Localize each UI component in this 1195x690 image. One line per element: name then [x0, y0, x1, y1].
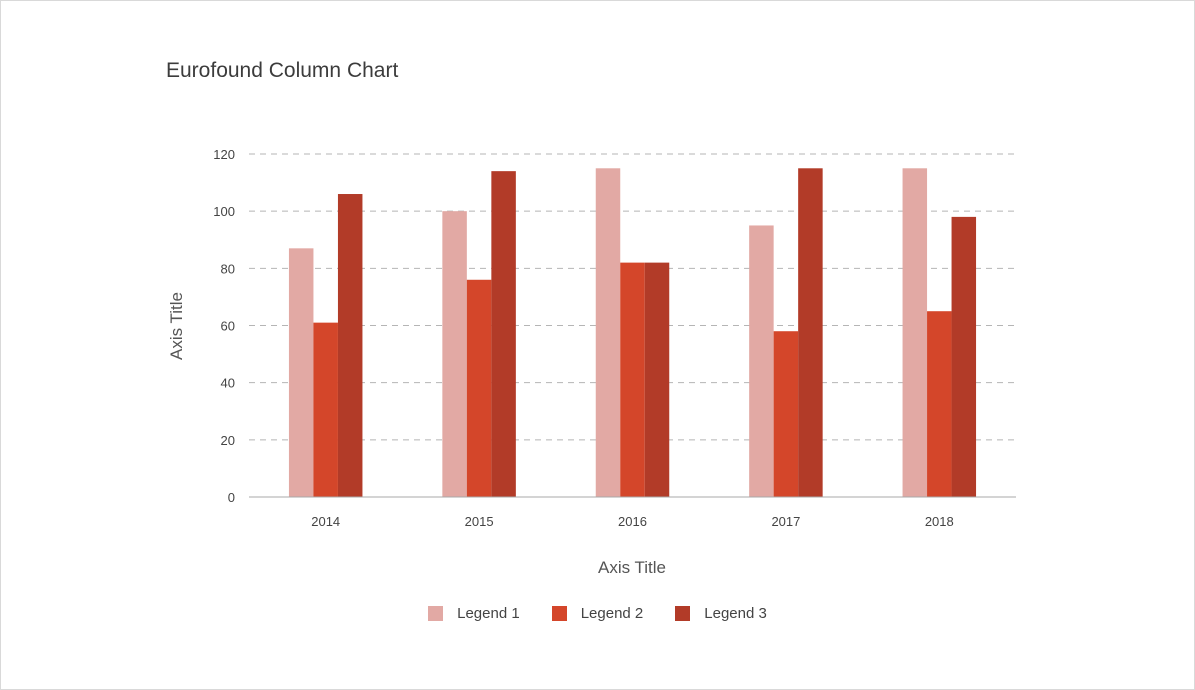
gridlines [249, 153, 1016, 441]
y-tick-label: 0 [228, 490, 235, 505]
y-tick-label: 80 [221, 261, 235, 276]
bar-2017-series-1[interactable] [749, 225, 774, 498]
legend-swatch-3 [675, 606, 691, 621]
legend-swatch-2 [551, 606, 567, 621]
x-tick-label: 2014 [311, 514, 340, 529]
bar-2014-series-2[interactable] [313, 322, 338, 497]
legend-label-3: Legend 3 [704, 605, 767, 622]
bar-2018-series-1[interactable] [902, 168, 928, 497]
x-axis-ticks: 2014 2015 2016 2017 2018 [311, 514, 954, 529]
x-axis-title: Axis Title [598, 558, 666, 577]
y-tick-label: 40 [221, 376, 235, 391]
legend-item-3[interactable]: Legend 3 [675, 605, 767, 622]
legend-item-1[interactable]: Legend 1 [428, 605, 520, 622]
bar-2014-series-1[interactable] [288, 248, 314, 497]
bar-2018-series-2[interactable] [927, 311, 952, 497]
legend-label-2: Legend 2 [580, 605, 644, 622]
bars [288, 168, 977, 498]
bar-2015-series-1[interactable] [442, 211, 467, 497]
x-tick-label: 2018 [925, 514, 954, 529]
legend-label-1: Legend 1 [457, 605, 520, 622]
y-axis-title: Axis Title [167, 292, 186, 360]
x-tick-label: 2017 [771, 514, 800, 529]
y-tick-label: 20 [221, 433, 235, 448]
bar-2016-series-1[interactable] [595, 168, 621, 497]
bar-2015-series-3[interactable] [491, 171, 516, 497]
legend-item-2[interactable]: Legend 2 [551, 605, 644, 622]
bar-2015-series-2[interactable] [466, 279, 492, 497]
chart-title: Eurofound Column Chart [166, 59, 399, 82]
bar-2018-series-3[interactable] [951, 216, 977, 497]
bar-2014-series-3[interactable] [337, 194, 363, 497]
bar-2017-series-3[interactable] [798, 168, 823, 497]
bar-2017-series-2[interactable] [773, 331, 799, 497]
bar-2016-series-3[interactable] [644, 262, 670, 497]
legend-swatch-1 [428, 606, 444, 621]
y-tick-label: 100 [213, 204, 235, 219]
y-tick-label: 120 [213, 147, 235, 162]
bar-2016-series-2[interactable] [620, 262, 645, 497]
x-tick-label: 2015 [465, 514, 494, 529]
x-tick-label: 2016 [618, 514, 647, 529]
legend: Legend 1 Legend 2 Legend 3 [1, 605, 1194, 622]
y-tick-label: 60 [221, 319, 235, 334]
y-axis-ticks: 0 20 40 60 80 100 120 [213, 147, 235, 505]
